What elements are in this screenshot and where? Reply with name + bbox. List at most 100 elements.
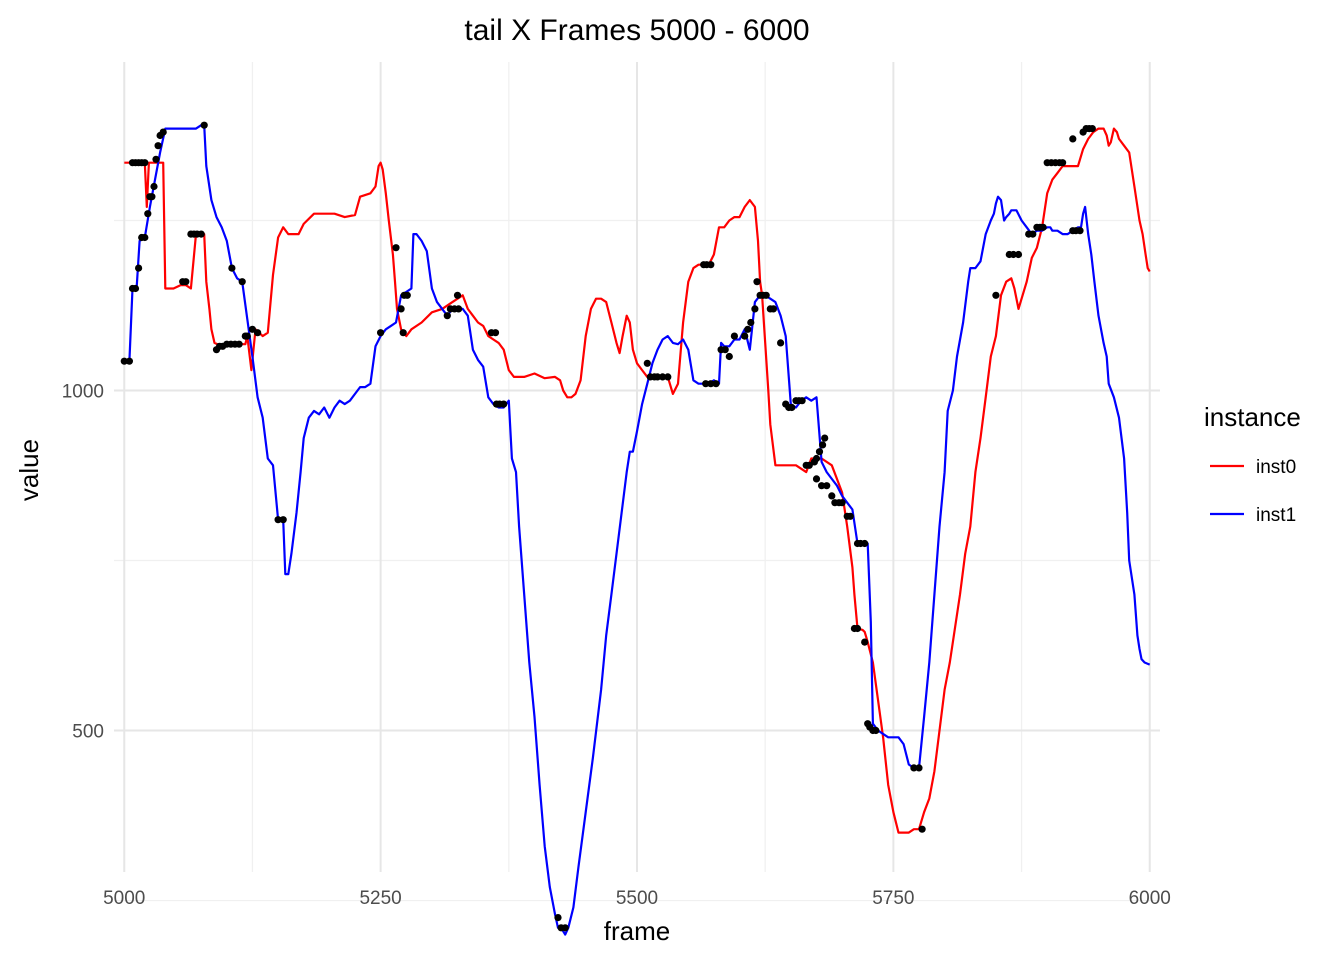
data-point <box>861 539 869 548</box>
data-point <box>1009 250 1018 259</box>
marked-points <box>120 121 1096 932</box>
legend-title: instance <box>1204 402 1301 432</box>
data-point <box>643 359 651 367</box>
data-point <box>455 305 463 313</box>
data-point <box>915 764 923 772</box>
y-tick-labels: 500 1000 <box>62 381 104 742</box>
data-point <box>279 516 287 524</box>
data-point <box>152 155 160 163</box>
data-point <box>712 380 720 388</box>
data-point <box>815 448 824 456</box>
data-point <box>243 332 251 340</box>
data-point <box>707 261 715 269</box>
data-point <box>1069 135 1077 143</box>
chart-title: tail X Frames 5000 - 6000 <box>464 14 809 47</box>
x-tick-label: 6000 <box>1129 888 1171 909</box>
legend-label-inst1: inst1 <box>1256 505 1296 526</box>
data-point <box>182 278 190 286</box>
data-point <box>861 638 869 646</box>
data-point <box>823 482 831 490</box>
data-point <box>1039 223 1047 231</box>
data-point <box>828 492 836 500</box>
data-point <box>910 764 918 772</box>
data-point <box>769 305 778 313</box>
data-point <box>399 329 407 337</box>
series-lines <box>124 124 1151 936</box>
data-point <box>741 332 749 340</box>
data-point <box>228 264 236 272</box>
x-tick-label: 5750 <box>872 888 914 909</box>
y-tick-label: 500 <box>72 722 104 743</box>
data-point <box>248 325 256 333</box>
data-point <box>992 291 1000 299</box>
data-point <box>561 924 569 932</box>
data-point <box>197 230 205 238</box>
data-point <box>500 400 508 408</box>
x-axis-title: frame <box>604 916 670 946</box>
data-point <box>819 441 827 449</box>
data-point <box>659 373 667 381</box>
data-point <box>148 193 156 201</box>
x-tick-label: 5000 <box>103 888 145 909</box>
data-point <box>721 346 729 354</box>
data-point <box>235 340 243 348</box>
data-point <box>664 373 672 381</box>
data-point <box>150 182 158 191</box>
data-point <box>725 352 733 361</box>
data-point <box>200 121 208 129</box>
data-point <box>120 357 128 365</box>
data-point <box>812 475 821 483</box>
data-point <box>653 373 662 381</box>
data-point <box>747 318 755 327</box>
data-point <box>453 291 462 299</box>
data-point <box>141 233 149 242</box>
data-point <box>798 397 806 405</box>
data-point <box>377 329 385 337</box>
data-point <box>702 380 710 388</box>
data-point <box>751 305 759 313</box>
data-point <box>443 312 451 320</box>
data-point <box>707 380 715 388</box>
data-point <box>392 244 400 252</box>
data-point <box>238 278 246 286</box>
y-axis-title: value <box>14 439 44 501</box>
data-point <box>554 914 562 922</box>
data-point <box>821 434 829 442</box>
data-point <box>918 825 926 833</box>
data-point <box>144 210 152 218</box>
y-tick-label: 1000 <box>62 381 104 402</box>
data-point <box>846 512 854 520</box>
x-tick-label: 5500 <box>616 888 658 909</box>
data-point <box>853 624 862 633</box>
data-point <box>753 278 761 286</box>
data-point <box>403 291 411 299</box>
data-point <box>1059 159 1067 167</box>
data-point <box>812 454 821 463</box>
data-point <box>141 159 149 167</box>
data-point <box>777 339 785 347</box>
data-point <box>1088 125 1096 133</box>
series-line-inst0 <box>124 127 1151 834</box>
data-point <box>1076 227 1084 235</box>
legend-label-inst0: inst0 <box>1256 457 1296 478</box>
data-point <box>805 461 813 469</box>
data-point <box>744 325 752 333</box>
data-point <box>397 305 405 313</box>
data-point <box>838 499 846 507</box>
data-point <box>154 142 162 150</box>
data-point <box>159 128 167 136</box>
legend-entries: inst0 inst1 <box>1210 457 1296 526</box>
x-tick-labels: 5000 5250 5500 5750 6000 <box>103 888 1171 909</box>
data-point <box>491 329 500 337</box>
data-point <box>274 516 282 524</box>
data-point <box>131 284 140 293</box>
legend: instance inst0 inst1 <box>1204 402 1301 526</box>
series-line-inst1 <box>124 124 1151 936</box>
data-point <box>1029 230 1037 238</box>
data-point <box>1014 250 1023 259</box>
data-point <box>135 264 143 272</box>
data-point <box>818 482 826 490</box>
data-point <box>254 329 262 337</box>
